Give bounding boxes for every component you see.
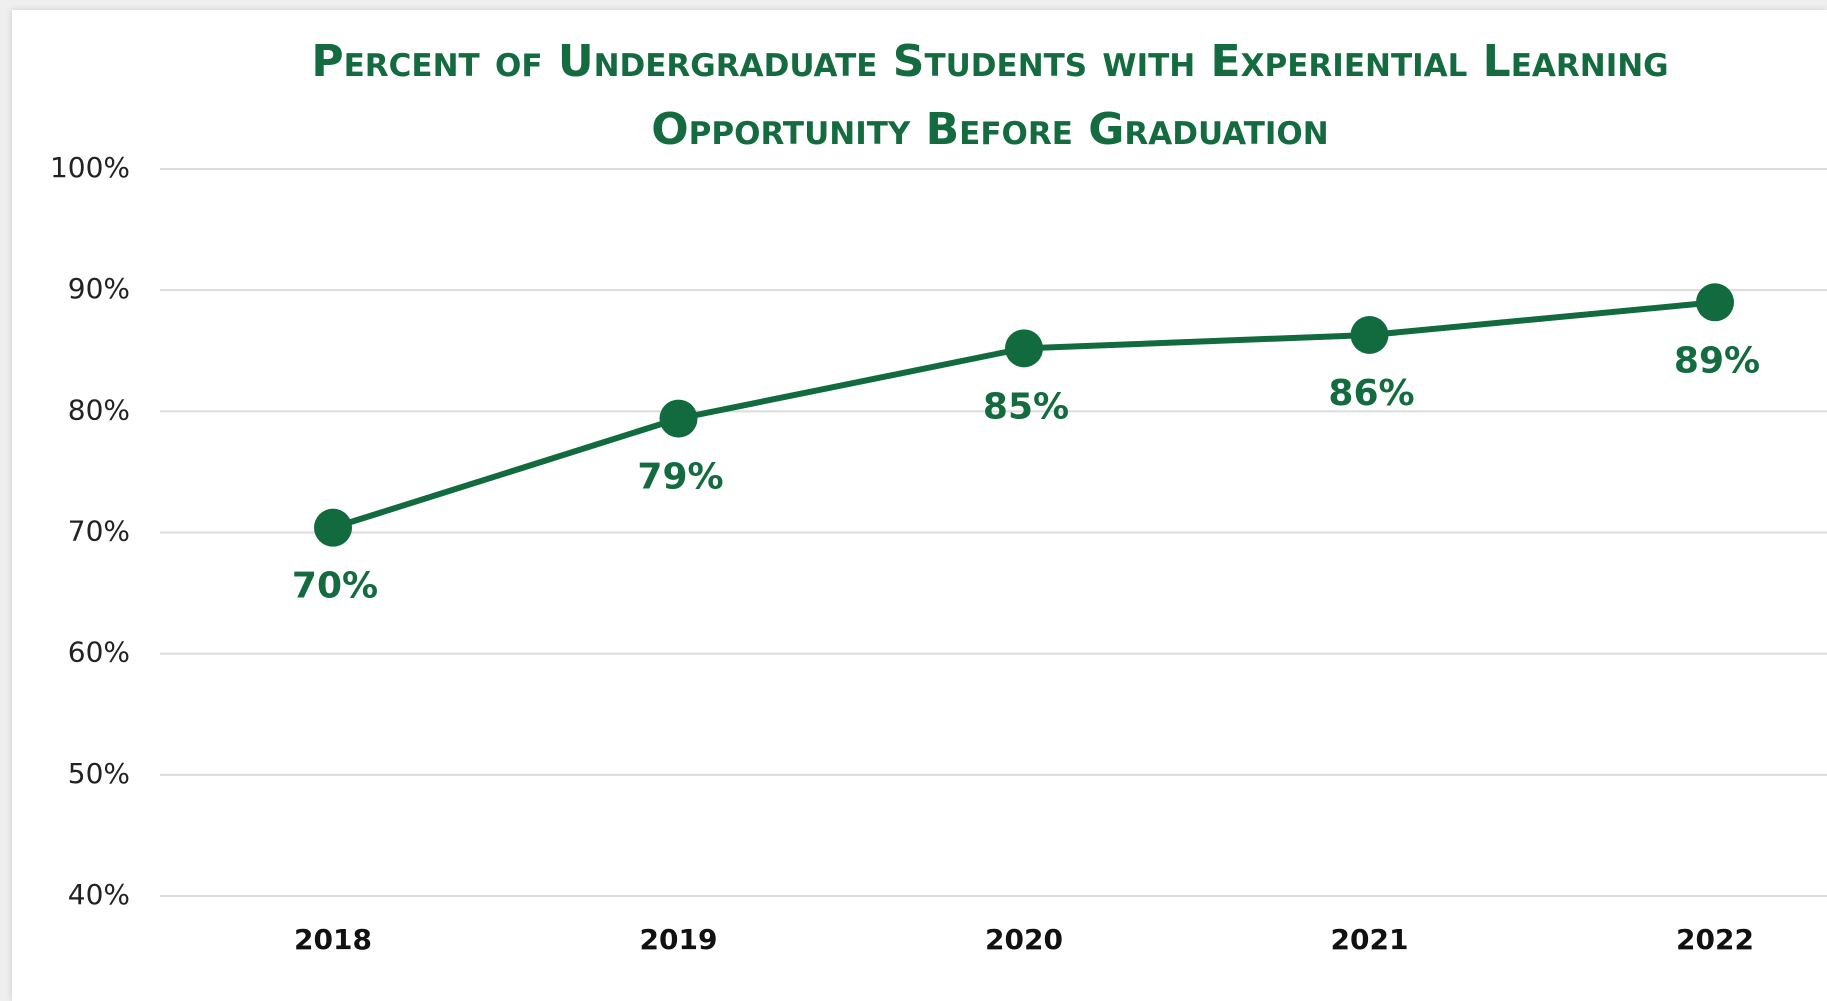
data-label: 86%: [1328, 373, 1414, 414]
chart-card: [12, 10, 1827, 1001]
x-tick-label: 2021: [1331, 923, 1409, 956]
y-tick-label: 60%: [68, 636, 130, 669]
x-tick-label: 2018: [294, 923, 372, 956]
y-tick-label: 70%: [68, 515, 130, 548]
chart-title: Percent of Undergraduate Students with E…: [311, 36, 1669, 155]
data-label: 70%: [292, 566, 378, 607]
y-tick-label: 50%: [68, 757, 130, 790]
y-tick-label: 100%: [50, 151, 130, 184]
y-tick-label: 90%: [68, 272, 130, 305]
y-tick-label: 40%: [68, 878, 130, 911]
data-label: 89%: [1674, 340, 1760, 381]
data-point: [314, 508, 352, 547]
x-tick-label: 2020: [985, 923, 1063, 956]
x-tick-label: 2022: [1676, 923, 1754, 956]
data-point: [659, 399, 698, 438]
data-label: 79%: [637, 457, 723, 498]
x-tick-label: 2019: [640, 923, 718, 956]
data-label: 85%: [983, 386, 1069, 427]
y-tick-label: 80%: [68, 393, 130, 426]
data-point: [1005, 329, 1043, 368]
data-point: [1350, 315, 1389, 354]
data-point: [1696, 283, 1734, 322]
